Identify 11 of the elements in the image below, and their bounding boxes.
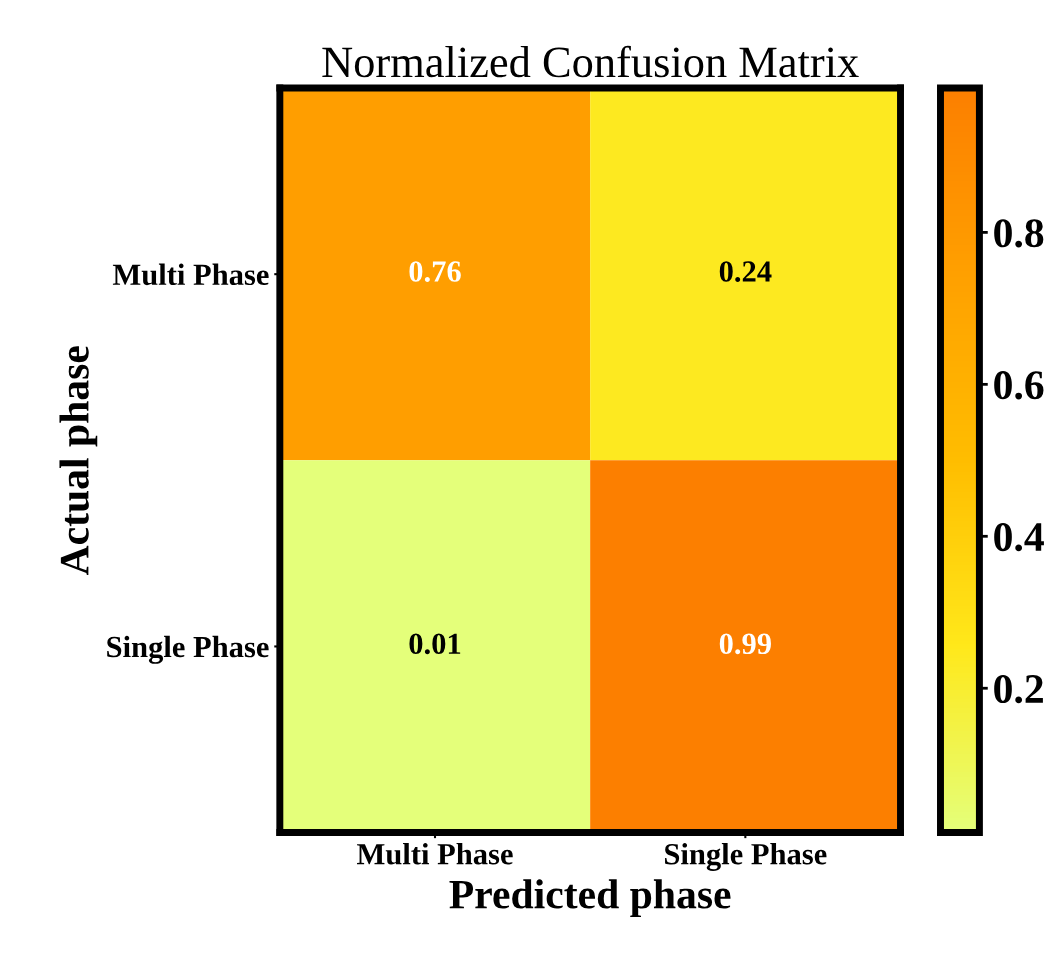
chart-title: Normalized Confusion Matrix xyxy=(322,45,859,78)
color-bar-label: 0.8 xyxy=(994,219,1044,248)
data-label: 0.01 xyxy=(409,633,461,655)
data-label: 0.99 xyxy=(719,633,771,655)
color-bar-label: 0.2 xyxy=(994,674,1043,704)
data-label: 0.24 xyxy=(719,261,772,282)
x-axis-title: Predicted phase xyxy=(449,879,731,918)
data-label: 0.76 xyxy=(409,261,461,282)
y-axis-title: Actual phase xyxy=(59,346,98,576)
color-bar-label: 0.4 xyxy=(994,523,1044,552)
color-bar-label: 0.6 xyxy=(994,371,1044,400)
